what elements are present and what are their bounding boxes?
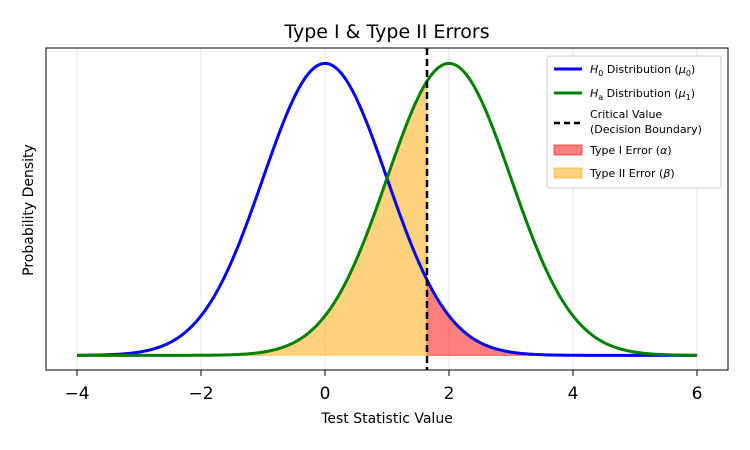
x-axis-ticks: −4 −2 0 2 4 6 bbox=[64, 370, 702, 404]
shaded-area-type2 bbox=[77, 79, 428, 356]
legend-h0-label: H0 Distribution (μ0) bbox=[590, 63, 695, 78]
legend: H0 Distribution (μ0) Ha Distribution (μ1… bbox=[546, 55, 722, 189]
x-tick-label-2: 0 bbox=[320, 384, 331, 404]
x-tick-label-4: 4 bbox=[568, 384, 579, 404]
legend-critical-label-1: Critical Value bbox=[590, 108, 662, 121]
x-axis-label: Test Statistic Value bbox=[320, 411, 453, 427]
legend-type1-swatch bbox=[553, 144, 583, 156]
legend-type2-swatch bbox=[553, 167, 583, 179]
x-tick-label-5: 6 bbox=[692, 384, 703, 404]
chart-title: Type I & Type II Errors bbox=[283, 21, 489, 43]
plot-frame bbox=[45, 47, 729, 371]
curves bbox=[76, 61, 698, 357]
ha-curve bbox=[77, 61, 698, 357]
legend-frame bbox=[546, 55, 722, 189]
x-tick-label-1: −2 bbox=[188, 384, 213, 404]
x-tick-label-3: 2 bbox=[444, 384, 455, 404]
y-axis-label: Probability Density bbox=[21, 144, 37, 276]
legend-type1-label: Type I Error (α) bbox=[589, 144, 672, 157]
legend-critical-label-2: (Decision Boundary) bbox=[590, 123, 702, 136]
legend-type2-label: Type II Error (β) bbox=[589, 167, 675, 180]
x-tick-label-0: −4 bbox=[64, 384, 89, 404]
legend-ha-label: Ha Distribution (μ1) bbox=[590, 87, 695, 102]
shaded-area-type1 bbox=[426, 279, 697, 356]
